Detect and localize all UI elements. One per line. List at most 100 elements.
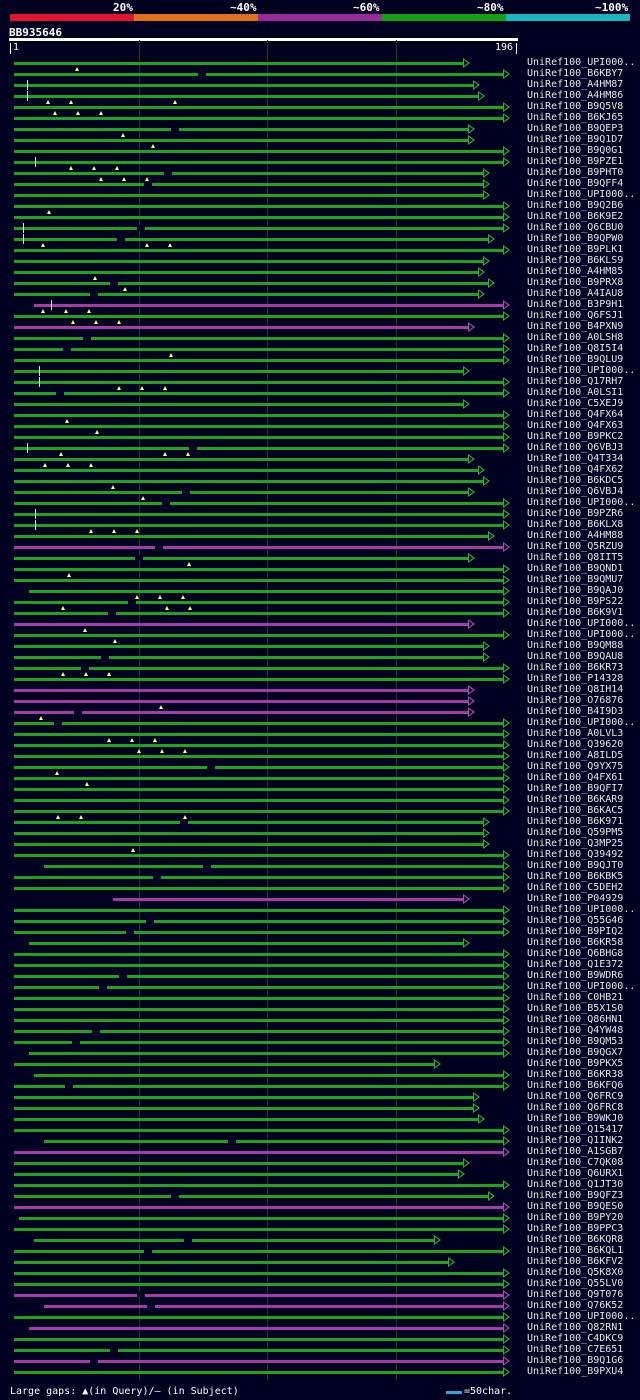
- hit-row[interactable]: UniRef100_B6KLS9: [0, 255, 640, 267]
- hit-label[interactable]: UniRef100_B9QMU7: [527, 574, 624, 585]
- hit-row[interactable]: UniRef100_Q1JT30: [0, 1179, 640, 1191]
- hit-row[interactable]: UniRef100_Q4FX61: [0, 771, 640, 784]
- hit-row[interactable]: UniRef100_B6KBY7: [0, 67, 640, 80]
- hit-row[interactable]: UniRef100_C5XEJ9: [0, 398, 640, 410]
- hit-label[interactable]: UniRef100_B9PXU4: [527, 1366, 624, 1377]
- hit-label[interactable]: UniRef100_B9PZE1: [527, 156, 624, 167]
- hit-row[interactable]: UniRef100_B9QAJ0: [0, 585, 640, 597]
- hit-row[interactable]: UniRef100_B6KAC5: [0, 805, 640, 817]
- hit-label[interactable]: UniRef100_A0LVL3: [527, 728, 624, 739]
- hit-label[interactable]: UniRef100_B9PLK1: [527, 244, 624, 255]
- hit-label[interactable]: UniRef100_B9PY20: [527, 1212, 624, 1223]
- hit-row[interactable]: UniRef100_A0LVL3: [0, 728, 640, 740]
- hit-label[interactable]: UniRef100_B9WDR6: [527, 970, 624, 981]
- hit-row[interactable]: UniRef100_UPI000..: [0, 365, 640, 377]
- hit-label[interactable]: UniRef100_UPI000..: [527, 618, 636, 629]
- hit-row[interactable]: UniRef100_A0LSI1: [0, 386, 640, 399]
- hit-row[interactable]: UniRef100_Q76K52: [0, 1300, 640, 1312]
- hit-row[interactable]: UniRef100_Q4FX63: [0, 419, 640, 432]
- hit-row[interactable]: UniRef100_C7QK08: [0, 1157, 640, 1169]
- hit-row[interactable]: UniRef100_B9QFZ3: [0, 1190, 640, 1202]
- hit-row[interactable]: UniRef100_A4HM85: [0, 266, 640, 278]
- hit-label[interactable]: UniRef100_Q82RN1: [527, 1322, 624, 1333]
- hit-row[interactable]: UniRef100_Q6URX1: [0, 1168, 640, 1180]
- hit-row[interactable]: UniRef100_B9QFI7: [0, 782, 640, 795]
- hit-row[interactable]: UniRef100_Q39492: [0, 848, 640, 861]
- hit-row[interactable]: UniRef100_B9QM88: [0, 639, 640, 652]
- hit-row[interactable]: UniRef100_UPI000..: [0, 981, 640, 993]
- hit-row[interactable]: UniRef100_A4IAU8: [0, 287, 640, 300]
- hit-label[interactable]: UniRef100_Q6VBJ4: [527, 486, 624, 497]
- hit-row[interactable]: UniRef100_B9PHT0: [0, 166, 640, 179]
- hit-label[interactable]: UniRef100_P14328: [527, 673, 624, 684]
- hit-label[interactable]: UniRef100_Q4FX62: [527, 464, 624, 475]
- hit-label[interactable]: UniRef100_Q86HN1: [527, 1014, 624, 1025]
- hit-label[interactable]: UniRef100_UPI000..: [527, 1311, 636, 1322]
- hit-row[interactable]: UniRef100_UPI000..: [0, 904, 640, 916]
- hit-row[interactable]: UniRef100_UPI000..: [0, 1311, 640, 1323]
- hit-label[interactable]: UniRef100_Q55G46: [527, 915, 624, 926]
- hit-label[interactable]: UniRef100_A4IAU8: [527, 288, 624, 299]
- hit-row[interactable]: UniRef100_C7E651: [0, 1344, 640, 1356]
- hit-label[interactable]: UniRef100_B4PXN9: [527, 321, 624, 332]
- hit-label[interactable]: UniRef100_B6KDC5: [527, 475, 624, 486]
- hit-row[interactable]: UniRef100_Q4FX64: [0, 409, 640, 421]
- hit-row[interactable]: UniRef100_A0LSH8: [0, 332, 640, 344]
- hit-label[interactable]: UniRef100_UPI000..: [527, 57, 636, 68]
- hit-row[interactable]: UniRef100_P04929: [0, 893, 640, 905]
- hit-label[interactable]: UniRef100_A4HM87: [527, 79, 624, 90]
- hit-row[interactable]: UniRef100_B9PLK1: [0, 243, 640, 256]
- hit-row[interactable]: UniRef100_Q8IH14: [0, 684, 640, 696]
- hit-row[interactable]: UniRef100_B6KAR9: [0, 794, 640, 806]
- hit-label[interactable]: UniRef100_Q5K8X0: [527, 1267, 624, 1278]
- hit-label[interactable]: UniRef100_Q39620: [527, 739, 624, 750]
- hit-label[interactable]: UniRef100_B6K9E2: [527, 211, 624, 222]
- hit-label[interactable]: UniRef100_Q76K52: [527, 1300, 624, 1311]
- hit-label[interactable]: UniRef100_B3P9H1: [527, 299, 624, 310]
- hit-row[interactable]: UniRef100_UPI000..: [0, 618, 640, 630]
- hit-row[interactable]: UniRef100_B6KQR8: [0, 1234, 640, 1246]
- hit-row[interactable]: UniRef100_Q4FX62: [0, 463, 640, 476]
- hit-label[interactable]: UniRef100_Q6URX1: [527, 1168, 624, 1179]
- hit-label[interactable]: UniRef100_B9QAJ0: [527, 585, 624, 596]
- hit-label[interactable]: UniRef100_Q15417: [527, 1124, 624, 1135]
- hit-label[interactable]: UniRef100_A0LSI1: [527, 387, 624, 398]
- hit-label[interactable]: UniRef100_B6K971: [527, 816, 624, 827]
- hit-label[interactable]: UniRef100_B9QFI7: [527, 783, 624, 794]
- hit-row[interactable]: UniRef100_UPI000..: [0, 628, 640, 641]
- hit-row[interactable]: UniRef100_B4I9D3: [0, 705, 640, 718]
- hit-label[interactable]: UniRef100_B5X1S0: [527, 1003, 624, 1014]
- hit-row[interactable]: UniRef100_B6KR58: [0, 937, 640, 949]
- hit-label[interactable]: UniRef100_B9QFZ3: [527, 1190, 624, 1201]
- hit-row[interactable]: UniRef100_Q6BHG8: [0, 948, 640, 960]
- hit-row[interactable]: UniRef100_Q9YX75: [0, 761, 640, 773]
- hit-label[interactable]: UniRef100_UPI000..: [527, 189, 636, 200]
- hit-row[interactable]: UniRef100_C0HB21: [0, 992, 640, 1004]
- hit-label[interactable]: UniRef100_B9Q1G6: [527, 1355, 624, 1366]
- hit-label[interactable]: UniRef100_Q6VBJ3: [527, 442, 624, 453]
- hit-label[interactable]: UniRef100_B9PZR6: [527, 508, 624, 519]
- hit-row[interactable]: UniRef100_A4HM86: [0, 90, 640, 102]
- hit-row[interactable]: UniRef100_B9PRX8: [0, 276, 640, 289]
- hit-label[interactable]: UniRef100_UPI000..: [527, 629, 636, 640]
- hit-row[interactable]: UniRef100_B9QFF4: [0, 177, 640, 190]
- hit-row[interactable]: UniRef100_B6K9V1: [0, 606, 640, 619]
- hit-label[interactable]: UniRef100_Q8IIT5: [527, 552, 624, 563]
- hit-row[interactable]: UniRef100_B9PS22: [0, 595, 640, 608]
- hit-row[interactable]: UniRef100_A8ILD5: [0, 749, 640, 762]
- hit-label[interactable]: UniRef100_Q9T076: [527, 1289, 624, 1300]
- hit-row[interactable]: UniRef100_Q4YW48: [0, 1025, 640, 1037]
- hit-row[interactable]: UniRef100_B9Q0G1: [0, 144, 640, 157]
- hit-row[interactable]: UniRef100_B6KJ65: [0, 111, 640, 124]
- hit-row[interactable]: UniRef100_Q59PM5: [0, 827, 640, 839]
- hit-row[interactable]: UniRef100_B9QPW0: [0, 233, 640, 245]
- hit-label[interactable]: UniRef100_C5DEH2: [527, 882, 624, 893]
- hit-row[interactable]: UniRef100_Q3MP25: [0, 838, 640, 850]
- hit-row[interactable]: UniRef100_B3P9H1: [0, 299, 640, 311]
- hit-row[interactable]: UniRef100_B9PPC3: [0, 1223, 640, 1235]
- hit-label[interactable]: UniRef100_A4HM86: [527, 90, 624, 101]
- hit-label[interactable]: UniRef100_B6KBY7: [527, 68, 624, 79]
- hit-label[interactable]: UniRef100_B6KAC5: [527, 805, 624, 816]
- hit-row[interactable]: UniRef100_B9QLU9: [0, 353, 640, 366]
- hit-row[interactable]: UniRef100_B9PZE1: [0, 156, 640, 168]
